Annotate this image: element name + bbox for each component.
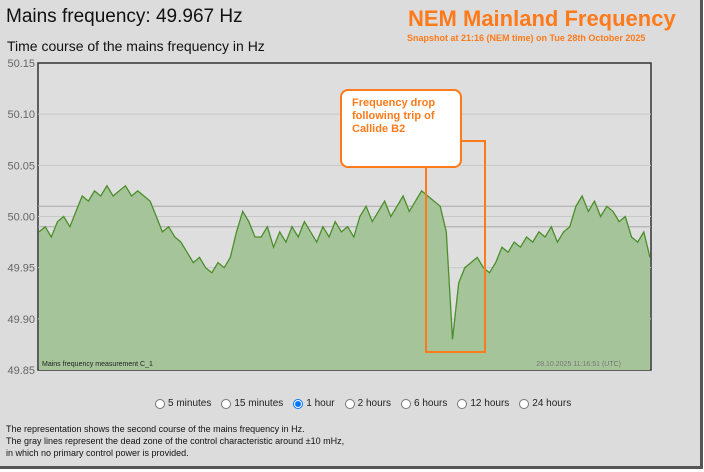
range-radio[interactable] [155, 398, 165, 409]
range-radio[interactable] [293, 398, 304, 409]
y-tick-label: 50.15 [7, 58, 35, 70]
series-label: Mains frequency measurement C_1 [42, 361, 153, 368]
range-option[interactable]: 12 hours [457, 398, 509, 409]
range-option[interactable]: 24 hours [519, 398, 571, 409]
range-label: 6 hours [414, 398, 448, 409]
frequency-area [39, 185, 650, 370]
y-tick-label: 49.90 [7, 314, 35, 326]
range-option[interactable]: 6 hours [401, 398, 447, 409]
chart-subtitle: Time course of the mains frequency in Hz [7, 38, 265, 54]
y-tick-label: 49.85 [7, 365, 35, 377]
y-tick-label: 49.95 [7, 263, 35, 275]
timestamp-label: 28.10.2025 11:16:51 (UTC) [536, 361, 621, 368]
range-radio[interactable] [457, 398, 468, 409]
range-label: 24 hours [532, 398, 572, 409]
range-label: 2 hours [357, 398, 391, 409]
range-label: 15 minutes [234, 398, 284, 409]
notes: The representation shows the second cour… [6, 423, 344, 459]
range-label: 1 hour [306, 398, 335, 409]
range-option[interactable]: 15 minutes [221, 398, 283, 409]
range-label: 12 hours [470, 398, 510, 409]
time-range-selector: 5 minutes 15 minutes 1 hour 2 hours 6 hours 1… [155, 398, 571, 409]
overlay-snapshot: Snapshot at 21:16 (NEM time) on Tue 28th… [407, 33, 646, 43]
note-line: The gray lines represent the dead zone o… [6, 436, 345, 446]
y-tick-label: 50.00 [7, 212, 35, 224]
y-tick-label: 50.10 [7, 109, 35, 121]
range-radio[interactable] [519, 398, 530, 409]
page-title: Mains frequency: 49.967 Hz [6, 6, 243, 27]
range-option[interactable]: 5 minutes [155, 398, 211, 409]
note-line: The representation shows the second cour… [6, 424, 305, 434]
range-label: 5 minutes [168, 398, 212, 409]
frequency-line [38, 184, 651, 340]
range-option[interactable]: 2 hours [344, 398, 391, 409]
range-radio[interactable] [344, 398, 355, 409]
range-radio[interactable] [221, 398, 232, 409]
range-option[interactable]: 1 hour [293, 398, 335, 409]
annotation-box: Frequency drop following trip of Callide… [340, 89, 462, 168]
note-line: in which no primary control power is pro… [6, 448, 189, 458]
frequency-chart: 50.15 50.10 50.05 50.00 49.95 49.90 49.85 Main… [7, 58, 652, 377]
y-tick-label: 50.05 [7, 160, 35, 172]
overlay-title: NEM Mainland Frequency [408, 6, 676, 31]
range-radio[interactable] [401, 398, 411, 409]
